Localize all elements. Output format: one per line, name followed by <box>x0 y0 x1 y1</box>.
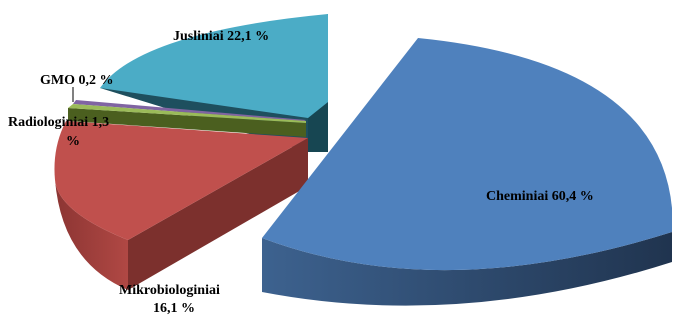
label-gmo: GMO 0,2 % <box>40 73 114 88</box>
label-jusliniai: Jusliniai 22,1 % <box>173 29 269 44</box>
slice-gmo-top <box>73 100 306 121</box>
slice-radiologiniai-top <box>68 104 306 123</box>
slice-mikrobiologiniai-side2 <box>128 138 308 290</box>
slice-cheminiai-top <box>262 38 672 271</box>
label-mikrobiologiniai-line2: 16,1 % <box>153 301 195 316</box>
label-mikrobiologiniai-line1: Mikrobiologiniai <box>119 283 220 298</box>
slice-jusliniai-side-dark <box>308 102 328 152</box>
slice-mikrobiologiniai-top <box>54 121 309 240</box>
label-radiologiniai-line2: % <box>66 134 80 149</box>
label-radiologiniai-line1: Radiologiniai 1,3 <box>8 115 109 130</box>
slice-radiologiniai <box>68 104 306 137</box>
slice-mikrobiologiniai-side <box>55 180 128 290</box>
slice-gmo <box>73 100 306 121</box>
slice-mikrobiologiniai <box>54 121 309 290</box>
slice-jusliniai-top <box>100 14 328 118</box>
slice-cheminiai <box>262 38 672 306</box>
slice-cheminiai-side <box>262 232 672 306</box>
label-cheminiai: Cheminiai 60,4 % <box>486 189 594 204</box>
slice-radiologiniai-side <box>68 108 306 137</box>
